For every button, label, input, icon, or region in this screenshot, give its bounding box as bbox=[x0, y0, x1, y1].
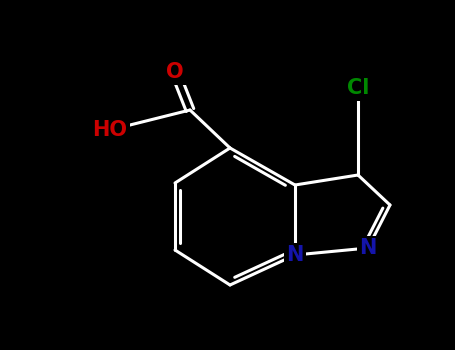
Text: O: O bbox=[166, 62, 184, 82]
Text: HO: HO bbox=[92, 120, 127, 140]
Text: N: N bbox=[359, 238, 377, 258]
Text: N: N bbox=[286, 245, 303, 265]
Text: Cl: Cl bbox=[347, 78, 369, 98]
